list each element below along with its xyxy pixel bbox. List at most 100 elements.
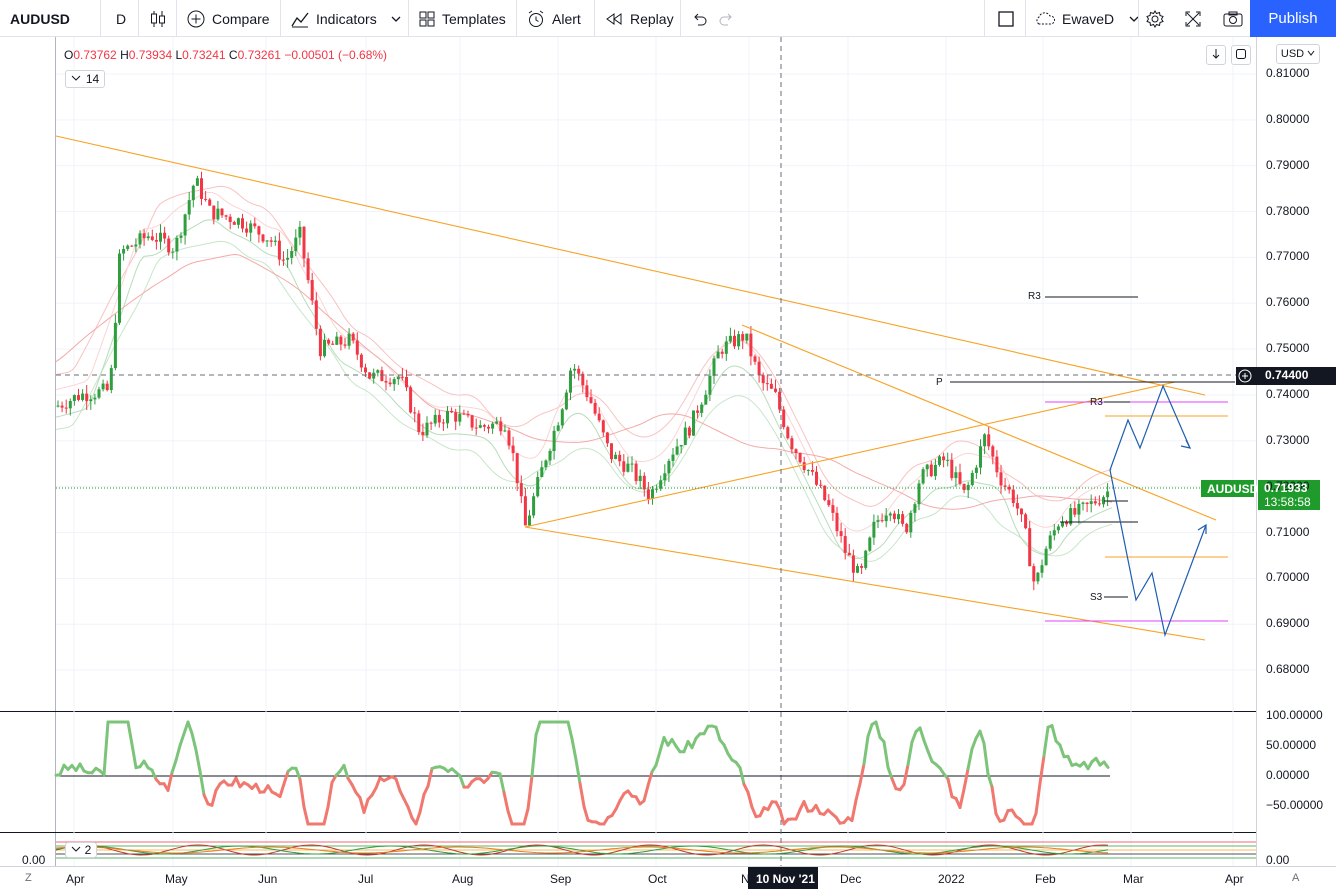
candle-body xyxy=(938,456,941,465)
candle-body xyxy=(495,421,499,424)
pivot-lines xyxy=(950,296,1235,622)
candle-body xyxy=(610,443,613,460)
indicators-dropdown-button[interactable] xyxy=(390,0,402,37)
candle-body xyxy=(1048,535,1052,549)
lower-legend-toggle-button[interactable]: 2 xyxy=(65,842,97,858)
rewind-icon xyxy=(604,9,624,29)
candle-body xyxy=(376,370,380,373)
candle-body xyxy=(712,358,716,376)
osc-segment xyxy=(986,772,994,789)
auto-scale-button[interactable]: A xyxy=(1292,872,1300,884)
low-value: 0.73241 xyxy=(182,48,226,62)
candle-body xyxy=(241,218,244,229)
time-tick: Jul xyxy=(358,872,374,886)
candle-body xyxy=(179,235,183,238)
alert-button[interactable]: Alert xyxy=(526,0,581,37)
replay-button[interactable]: Replay xyxy=(604,0,674,37)
candle-body xyxy=(282,259,285,261)
osc-segment xyxy=(738,766,746,786)
currency-selector[interactable]: USD xyxy=(1276,44,1320,64)
add-alert-icon[interactable] xyxy=(1238,369,1252,383)
candle-body xyxy=(802,462,806,471)
compare-label: Compare xyxy=(212,10,270,27)
osc-segment xyxy=(850,798,858,823)
candle-body xyxy=(224,215,228,217)
candle-body xyxy=(101,383,105,390)
timezone-button[interactable]: Z xyxy=(25,872,32,884)
alarm-clock-icon xyxy=(526,9,546,29)
candle-body xyxy=(195,178,199,186)
high-key: H xyxy=(120,48,129,62)
candle-body xyxy=(856,566,859,573)
osc-segment xyxy=(174,744,182,762)
legend-toggle-button[interactable]: 14 xyxy=(65,70,105,88)
candle-body xyxy=(708,375,712,395)
gear-icon xyxy=(1145,9,1165,29)
lower-trendline xyxy=(524,526,1206,641)
pivot-p-label: P xyxy=(936,377,943,388)
candle-body xyxy=(306,258,310,281)
osc-segment xyxy=(918,726,926,742)
maximize-pane-button[interactable] xyxy=(1231,45,1251,65)
fullscreen-button[interactable] xyxy=(1184,0,1202,37)
candle-body xyxy=(1065,521,1069,525)
candle-body xyxy=(97,389,101,398)
osc-segment xyxy=(234,776,242,789)
indicators-button[interactable]: Indicators xyxy=(290,0,377,37)
undo-button[interactable] xyxy=(690,0,708,37)
candle-body xyxy=(667,460,671,474)
candle-body xyxy=(142,233,146,239)
indicators-label: Indicators xyxy=(316,10,377,27)
candle-body xyxy=(187,200,191,215)
candle-body xyxy=(901,514,905,524)
candle-body xyxy=(355,340,359,355)
candle-body xyxy=(429,422,433,424)
layout-menu-button[interactable]: EwaveD xyxy=(1034,0,1140,37)
candle-body xyxy=(60,405,64,408)
candle-body xyxy=(794,449,798,453)
osc-segment xyxy=(690,736,698,750)
price-tick: 0.78000 xyxy=(1266,203,1310,218)
osc-segment xyxy=(654,750,662,767)
candle-body xyxy=(864,550,868,568)
candle-body xyxy=(454,412,458,422)
symbol-search-button[interactable]: AUDUSD xyxy=(10,0,70,37)
osc-segment xyxy=(198,769,206,797)
candle-body xyxy=(618,454,622,462)
price-tick: 0.69000 xyxy=(1266,616,1310,631)
candle-body xyxy=(995,456,999,473)
candle-body xyxy=(347,333,351,346)
osc-segment xyxy=(282,769,290,786)
osc-tick: 50.00000 xyxy=(1266,738,1317,752)
candle-body xyxy=(999,472,1003,486)
fullscreen-layout-button[interactable] xyxy=(997,0,1015,37)
chart-style-button[interactable] xyxy=(148,0,168,37)
oscillator-layer xyxy=(54,720,1110,826)
candle-body xyxy=(823,485,827,501)
candle-body xyxy=(384,381,388,383)
candle-body xyxy=(560,409,564,426)
candle-body xyxy=(942,456,946,461)
redo-button[interactable] xyxy=(718,0,736,37)
compare-button[interactable]: Compare xyxy=(186,0,270,37)
templates-button[interactable]: Templates xyxy=(418,0,506,37)
time-tick: Mar xyxy=(1123,872,1144,886)
candle-body xyxy=(331,343,335,345)
candle-body xyxy=(749,333,753,357)
candle-body xyxy=(1106,491,1110,498)
osc-segment xyxy=(374,776,382,790)
time-tick: 2022 xyxy=(938,872,965,886)
candle-body xyxy=(843,536,847,553)
upper-trendline xyxy=(55,135,1206,396)
publish-button[interactable]: Publish xyxy=(1250,0,1336,37)
osc-segment xyxy=(866,723,874,738)
candle-body xyxy=(388,382,392,385)
scroll-to-latest-button[interactable] xyxy=(1206,45,1226,65)
osc-segment xyxy=(398,789,406,801)
osc-segment xyxy=(322,805,330,826)
high-value: 0.73934 xyxy=(128,48,173,62)
interval-button[interactable]: D xyxy=(116,0,126,37)
settings-button[interactable] xyxy=(1145,0,1165,37)
screenshot-button[interactable] xyxy=(1222,0,1244,37)
